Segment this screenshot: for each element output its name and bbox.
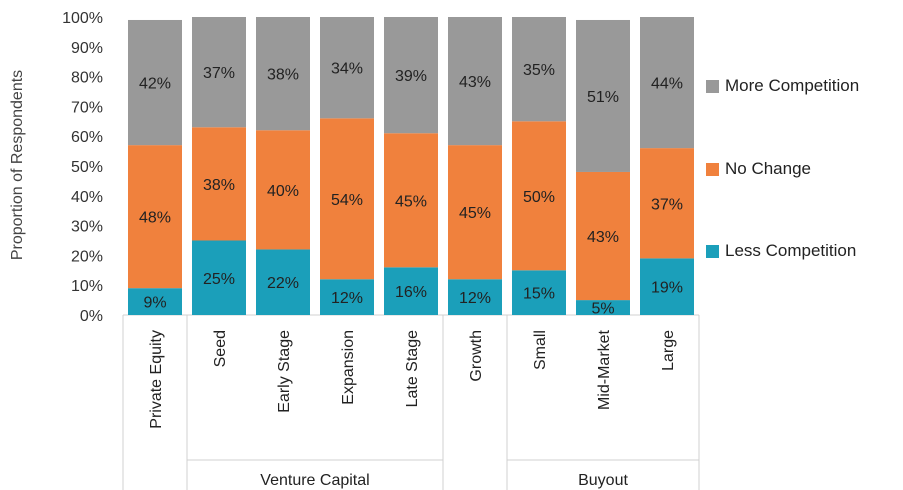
bar-segment bbox=[576, 300, 630, 315]
data-labels-layer: 9% 48% 42% 25% 38% 37% 22% 40% 38% 12% 54% 34% 16% 45… bbox=[139, 61, 683, 318]
bar-segment bbox=[128, 145, 182, 289]
bar-segment bbox=[576, 19, 630, 172]
data-label: 40% bbox=[267, 183, 299, 200]
category-label: Late Stage bbox=[404, 330, 421, 408]
bar-segment bbox=[320, 118, 374, 280]
y-tick-label: 80% bbox=[71, 70, 103, 87]
bar-segment bbox=[640, 258, 694, 315]
bar-segment bbox=[448, 17, 502, 146]
data-label: 37% bbox=[651, 196, 683, 213]
bar-segment bbox=[128, 19, 182, 146]
legend-label: No Change bbox=[725, 159, 811, 178]
data-label: 38% bbox=[203, 177, 235, 194]
data-label: 54% bbox=[331, 192, 363, 209]
bar-segment bbox=[640, 148, 694, 259]
legend-label: Less Competition bbox=[725, 241, 856, 260]
bar-segment bbox=[384, 133, 438, 268]
bar-segment bbox=[256, 17, 310, 131]
data-label: 50% bbox=[523, 189, 555, 206]
data-label: 5% bbox=[591, 301, 614, 318]
data-label: 9% bbox=[143, 295, 166, 312]
data-label: 12% bbox=[459, 290, 491, 307]
category-axis-layer: Private Equity Seed Early Stage Expansion La… bbox=[122, 315, 700, 490]
bars-layer bbox=[128, 17, 694, 315]
legend: More Competition No Change Less Competitio… bbox=[706, 76, 859, 260]
category-label: Small bbox=[532, 330, 549, 370]
bar-segment bbox=[128, 288, 182, 315]
y-tick-label: 0% bbox=[80, 308, 103, 325]
data-label: 16% bbox=[395, 284, 427, 301]
data-label: 15% bbox=[523, 286, 555, 303]
data-label: 38% bbox=[267, 67, 299, 84]
group-label: Venture Capital bbox=[260, 472, 369, 489]
y-tick-label: 20% bbox=[71, 248, 103, 265]
y-tick-label: 100% bbox=[62, 10, 103, 27]
data-label: 44% bbox=[651, 76, 683, 93]
bar-segment bbox=[256, 130, 310, 250]
legend-label: More Competition bbox=[725, 76, 859, 95]
bar-segment bbox=[512, 121, 566, 271]
data-label: 45% bbox=[459, 205, 491, 222]
category-label: Mid-Market bbox=[596, 329, 613, 410]
bar-segment bbox=[512, 17, 566, 122]
data-label: 22% bbox=[267, 275, 299, 292]
category-label: Large bbox=[660, 330, 677, 371]
bar-segment bbox=[320, 17, 374, 119]
legend-swatch bbox=[706, 163, 719, 176]
bar-segment bbox=[192, 17, 246, 128]
data-label: 43% bbox=[587, 229, 619, 246]
bar-segment bbox=[256, 249, 310, 315]
y-axis-title: Proportion of Respondents bbox=[9, 70, 26, 260]
bar-segment bbox=[192, 127, 246, 241]
y-tick-label: 10% bbox=[71, 278, 103, 295]
legend-swatch bbox=[706, 80, 719, 93]
bar-segment bbox=[384, 267, 438, 315]
bar-segment bbox=[640, 17, 694, 149]
data-label: 43% bbox=[459, 74, 491, 91]
bar-segment bbox=[384, 17, 438, 134]
bar-segment bbox=[448, 145, 502, 280]
y-tick-label: 30% bbox=[71, 219, 103, 236]
y-tick-label: 90% bbox=[71, 40, 103, 57]
y-tick-label: 40% bbox=[71, 189, 103, 206]
group-label: Buyout bbox=[578, 472, 628, 489]
axis-layer: 0% 10% 20% 30% 40% 50% 60% 70% 80% 90% 100% bbox=[62, 10, 699, 325]
category-label: Private Equity bbox=[148, 330, 165, 429]
data-label: 19% bbox=[651, 280, 683, 297]
bar-segment bbox=[576, 171, 630, 301]
data-label: 37% bbox=[203, 65, 235, 82]
legend-swatch bbox=[706, 245, 719, 258]
data-label: 34% bbox=[331, 61, 363, 78]
bar-segment bbox=[320, 279, 374, 315]
category-label: Seed bbox=[212, 330, 229, 367]
data-label: 48% bbox=[139, 210, 171, 227]
bar-segment bbox=[192, 240, 246, 315]
category-label: Growth bbox=[468, 330, 485, 382]
y-tick-label: 50% bbox=[71, 159, 103, 176]
data-label: 39% bbox=[395, 68, 427, 85]
data-label: 25% bbox=[203, 271, 235, 288]
data-label: 42% bbox=[139, 76, 171, 93]
y-tick-label: 60% bbox=[71, 129, 103, 146]
bar-segment bbox=[512, 270, 566, 315]
data-label: 45% bbox=[395, 193, 427, 210]
category-label: Early Stage bbox=[276, 330, 293, 413]
category-label: Expansion bbox=[340, 330, 357, 405]
data-label: 12% bbox=[331, 290, 363, 307]
bar-segment bbox=[448, 279, 502, 315]
data-label: 51% bbox=[587, 89, 619, 106]
y-tick-label: 70% bbox=[71, 99, 103, 116]
data-label: 35% bbox=[523, 62, 555, 79]
